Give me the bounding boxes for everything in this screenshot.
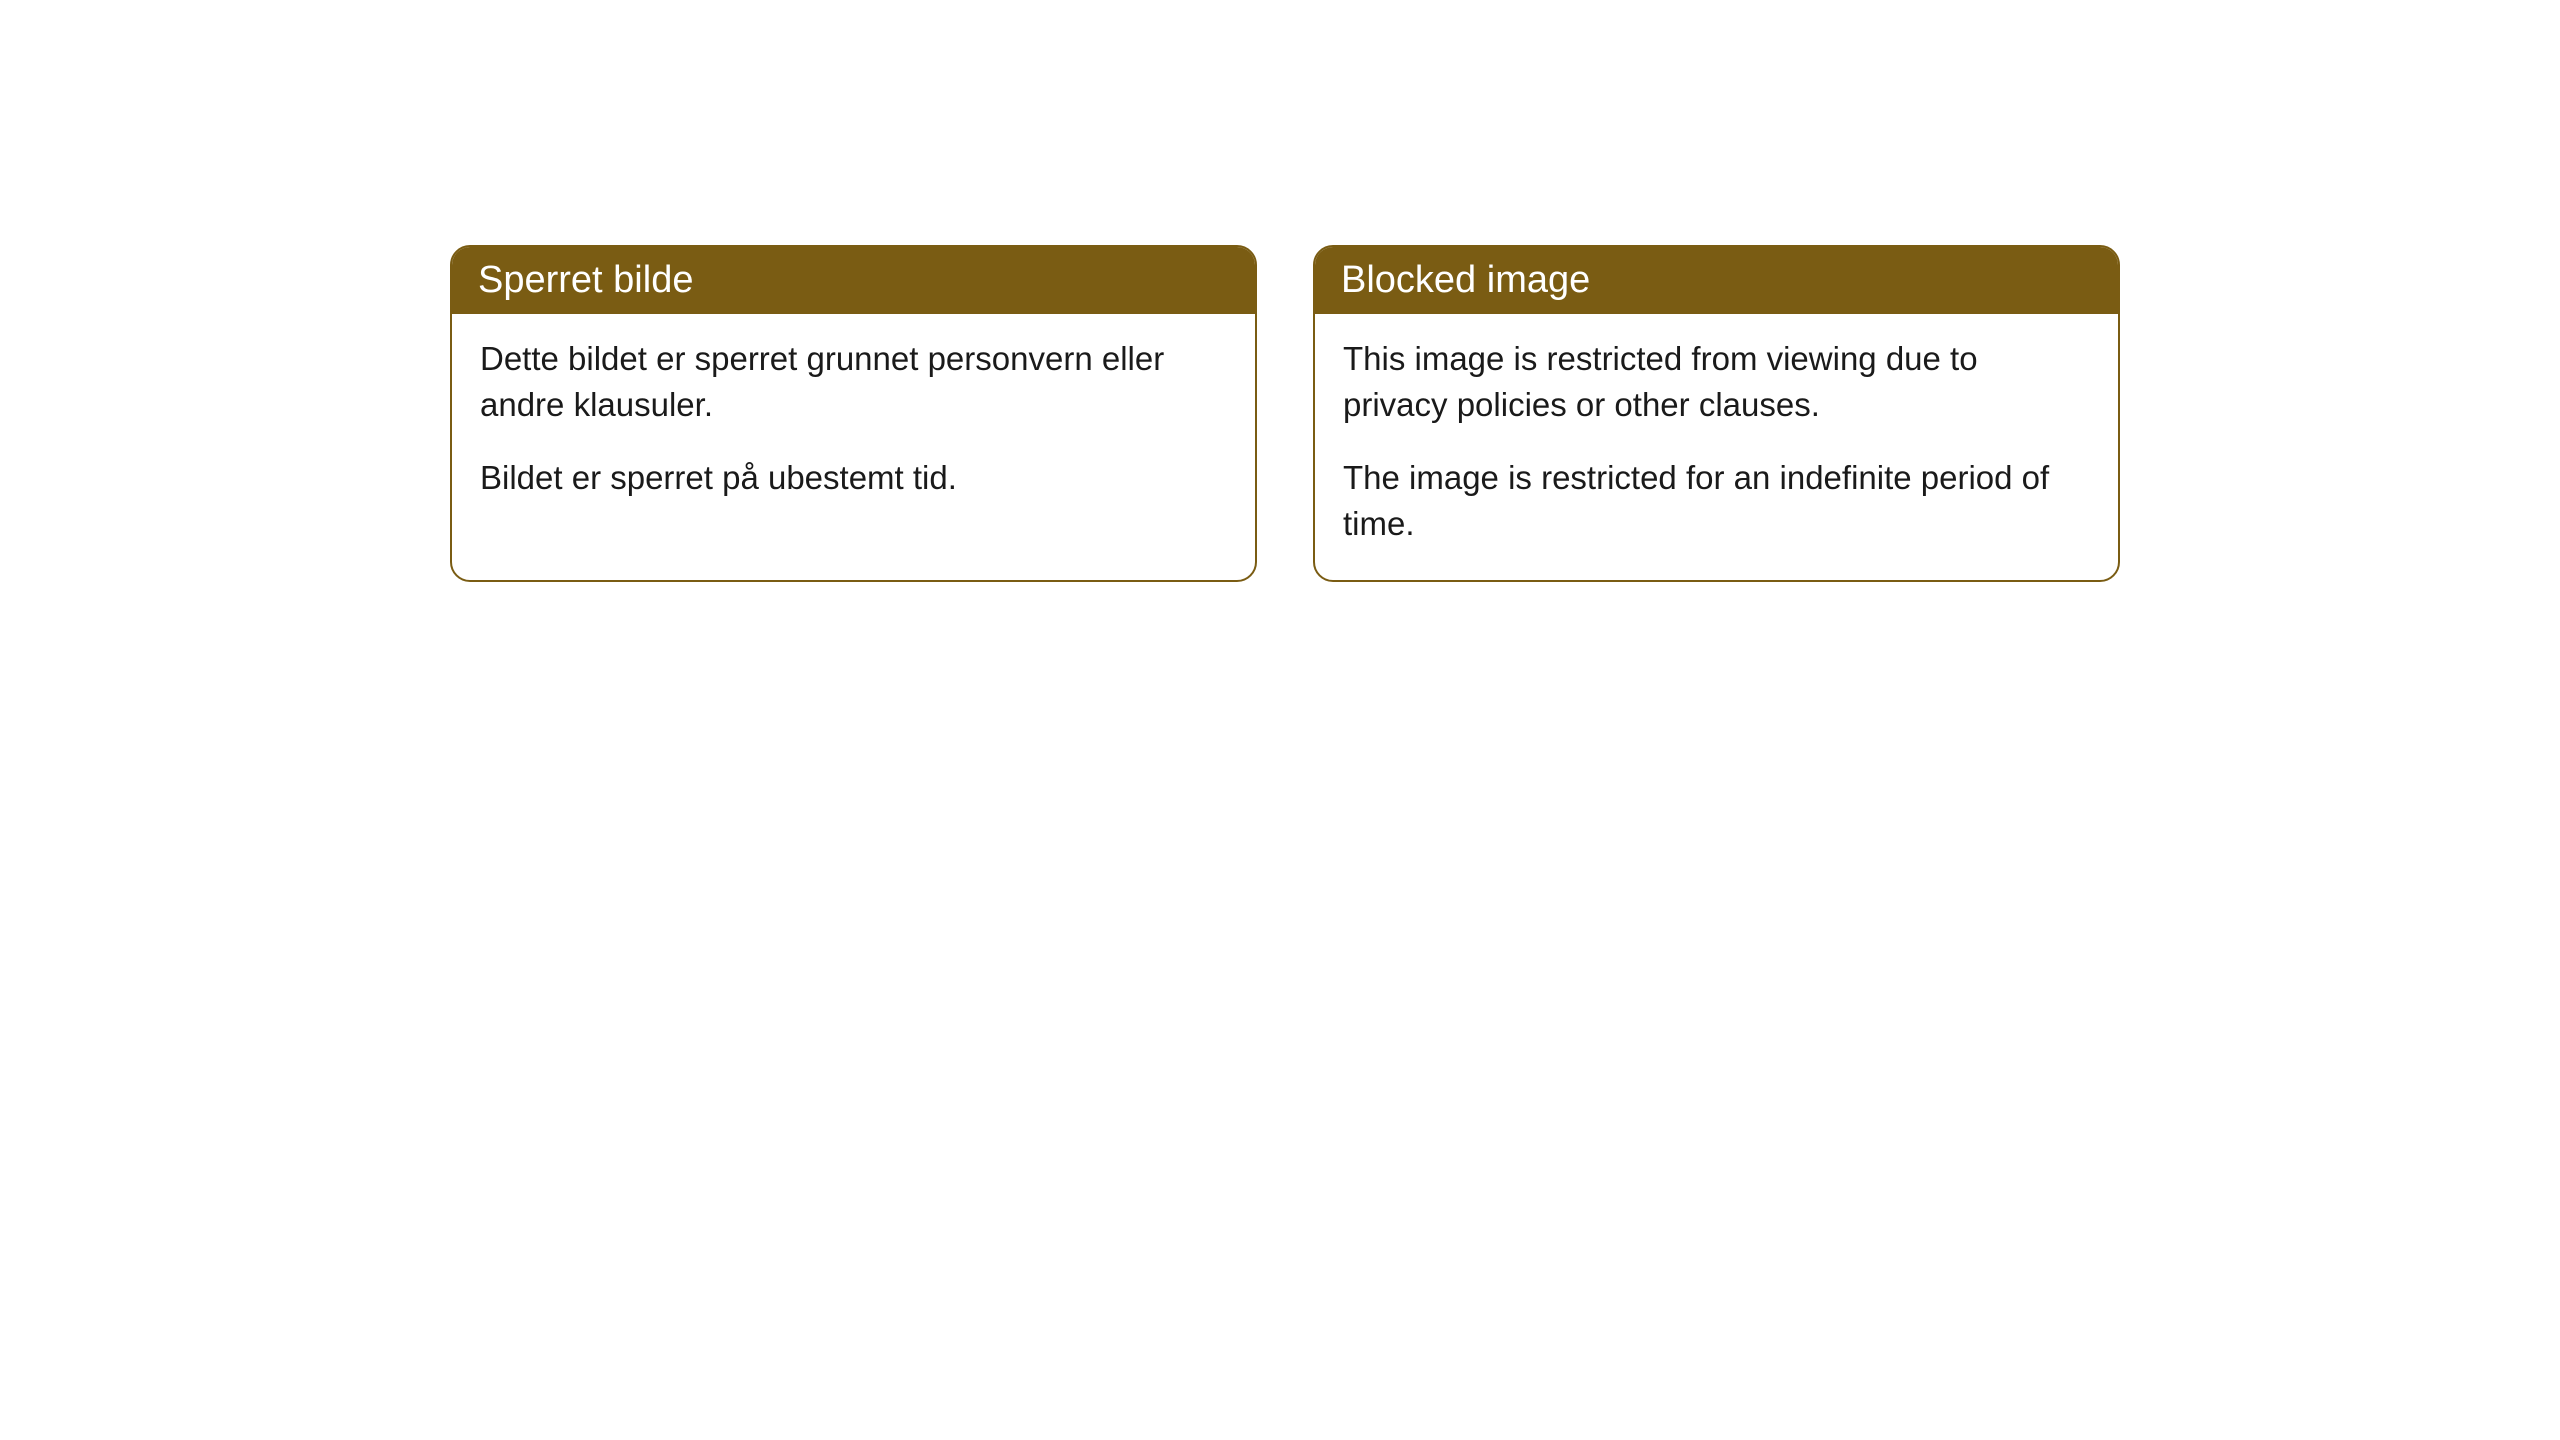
card-text-no-2: Bildet er sperret på ubestemt tid.: [480, 455, 1227, 501]
card-header-no: Sperret bilde: [452, 247, 1255, 314]
notice-cards-container: Sperret bilde Dette bildet er sperret gr…: [0, 0, 2560, 582]
blocked-image-card-no: Sperret bilde Dette bildet er sperret gr…: [450, 245, 1257, 582]
card-body-en: This image is restricted from viewing du…: [1315, 314, 2118, 580]
card-body-no: Dette bildet er sperret grunnet personve…: [452, 314, 1255, 535]
card-text-en-2: The image is restricted for an indefinit…: [1343, 455, 2090, 546]
blocked-image-card-en: Blocked image This image is restricted f…: [1313, 245, 2120, 582]
card-text-en-1: This image is restricted from viewing du…: [1343, 336, 2090, 427]
card-header-en: Blocked image: [1315, 247, 2118, 314]
card-text-no-1: Dette bildet er sperret grunnet personve…: [480, 336, 1227, 427]
